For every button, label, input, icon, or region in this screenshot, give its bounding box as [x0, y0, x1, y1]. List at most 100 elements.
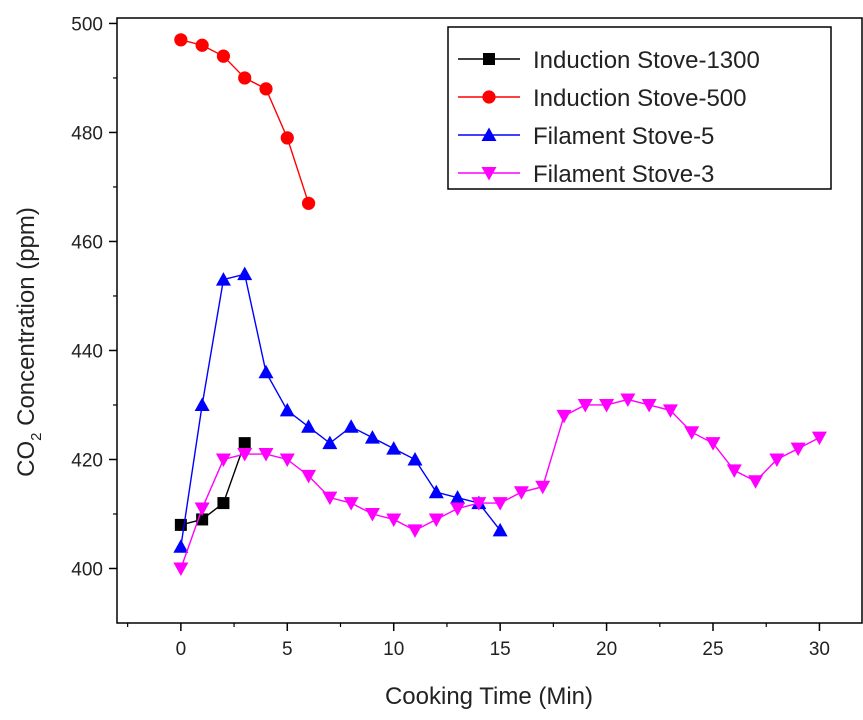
data-point [238, 71, 252, 85]
data-point [322, 491, 338, 506]
y-axis: 400 420 440 460 480 500 [71, 14, 117, 580]
legend-item: Induction Stove-500 [458, 85, 746, 112]
legend-box [447, 26, 832, 190]
legend-label: Induction Stove-1300 [533, 47, 760, 74]
data-point [237, 266, 253, 281]
legend-marker [481, 167, 497, 181]
data-point [790, 442, 806, 457]
data-point [748, 475, 764, 489]
x-tick-label: 20 [596, 639, 617, 660]
data-point [217, 497, 230, 510]
data-point [428, 513, 444, 527]
legend-item: Filament Stove-5 [458, 123, 714, 150]
data-point [641, 398, 657, 413]
legend-label: Induction Stove-500 [533, 85, 746, 112]
legend-marker [483, 53, 495, 65]
data-point [259, 82, 273, 96]
data-point [407, 451, 423, 466]
x-tick-label: 10 [383, 639, 404, 660]
data-point [662, 404, 678, 418]
data-point [173, 539, 189, 553]
data-point [450, 490, 466, 504]
data-point [279, 453, 295, 467]
data-point [556, 409, 572, 424]
data-point [343, 419, 359, 433]
data-point [194, 397, 210, 411]
y-axis-title-main: CO [13, 441, 40, 477]
series-3 [173, 393, 827, 576]
data-point [726, 464, 742, 478]
data-point [471, 497, 487, 511]
data-point [280, 131, 294, 145]
x-tick-label: 0 [176, 639, 187, 660]
data-point [238, 437, 251, 450]
data-point [173, 562, 189, 576]
plot-frame [116, 17, 863, 624]
data-point [407, 524, 423, 538]
data-point [450, 502, 466, 517]
data-point [215, 272, 231, 286]
data-point [769, 453, 785, 467]
data-point [705, 437, 721, 451]
data-point [492, 522, 508, 537]
data-point [386, 441, 402, 455]
series-line [180, 442, 246, 526]
data-point [258, 448, 274, 462]
data-point [195, 38, 209, 52]
y-axis-title-rest: Concentration (ppm) [13, 207, 40, 432]
data-point [194, 502, 210, 517]
data-point [428, 484, 444, 499]
data-point [599, 398, 615, 413]
data-point [279, 402, 295, 417]
series-layer [173, 33, 827, 576]
data-point [620, 393, 636, 408]
y-tick-label: 400 [71, 559, 103, 580]
y-axis-title-subscript: 2 [28, 433, 45, 441]
y-tick-label: 420 [71, 450, 103, 471]
y-tick-label: 480 [71, 123, 103, 144]
data-point [237, 448, 253, 462]
legend-item: Filament Stove-3 [458, 161, 714, 188]
legend-marker [481, 127, 497, 141]
plot-border [116, 17, 863, 624]
data-point [364, 430, 380, 444]
data-point [684, 426, 700, 440]
legend-label: Filament Stove-5 [533, 123, 714, 150]
data-point [386, 513, 402, 527]
data-point [322, 435, 338, 450]
data-point [174, 33, 188, 47]
data-point [301, 196, 316, 210]
data-point [215, 453, 231, 467]
legend-marker [482, 90, 496, 104]
series-1 [174, 33, 316, 210]
data-point [301, 419, 317, 433]
legend: Induction Stove-1300 Induction Stove-500 F… [447, 26, 832, 190]
x-tick-label: 30 [809, 639, 830, 660]
y-tick-label: 460 [71, 232, 103, 253]
x-axis: 0 5 10 15 20 25 30 [127, 623, 830, 660]
data-point [301, 469, 317, 484]
data-point [216, 49, 231, 63]
series-line [180, 273, 501, 547]
y-axis-title: CO2 Concentration (ppm) [13, 207, 45, 477]
data-point [577, 398, 593, 413]
series-2 [173, 266, 508, 553]
legend-item: Induction Stove-1300 [458, 47, 760, 74]
x-tick-label: 25 [702, 639, 723, 660]
data-point [513, 486, 529, 500]
x-tick-label: 15 [490, 639, 511, 660]
y-tick-label: 500 [71, 14, 103, 35]
data-point [492, 497, 508, 511]
y-tick-label: 440 [71, 341, 103, 362]
x-tick-label: 5 [282, 639, 293, 660]
legend-label: Filament Stove-3 [533, 161, 714, 188]
data-point [364, 507, 380, 522]
data-point [535, 480, 551, 495]
data-point [343, 497, 359, 511]
x-axis-title: Cooking Time (Min) [385, 683, 593, 710]
data-point [258, 364, 274, 379]
data-point [811, 431, 827, 446]
series-line [180, 398, 820, 569]
series-line [180, 39, 310, 204]
